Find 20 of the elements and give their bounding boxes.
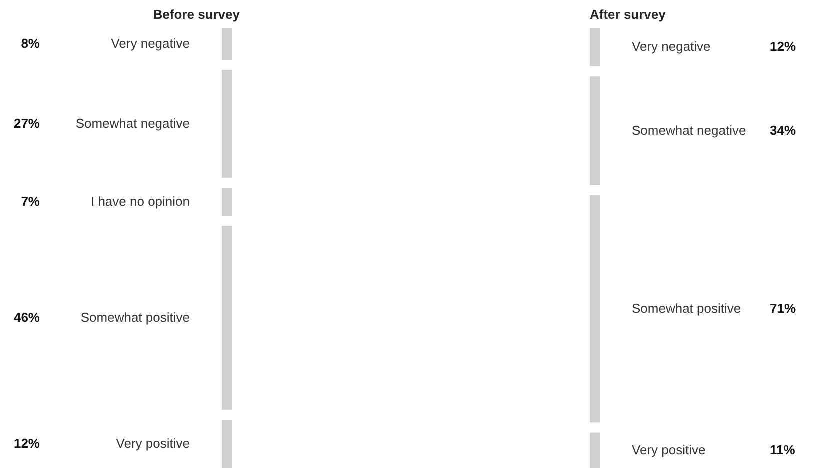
data-label: 46%: [14, 310, 40, 325]
category-label: Very negative: [111, 36, 190, 51]
data-label: 8%: [21, 36, 40, 51]
category-label: Very positive: [632, 442, 706, 458]
data-label: 34%: [770, 122, 796, 138]
data-label: 71%: [770, 301, 796, 316]
category-label: Very negative: [632, 39, 711, 54]
data-label: 7%: [21, 194, 40, 209]
data-label: 11%: [770, 442, 796, 458]
category-label: Somewhat positive: [632, 301, 742, 316]
category-label: Somewhat negative: [632, 122, 746, 138]
text: After survey: [590, 7, 667, 22]
data-label: 27%: [14, 116, 40, 131]
category-label: Somewhat positive: [80, 310, 190, 325]
text: Before survey: [153, 7, 241, 22]
data-label: 12%: [770, 39, 796, 54]
category-label: Somewhat negative: [76, 116, 190, 131]
category-label: I have no opinion: [90, 194, 190, 209]
data-label: 12%: [14, 436, 40, 451]
category-label: Very positive: [116, 436, 190, 451]
